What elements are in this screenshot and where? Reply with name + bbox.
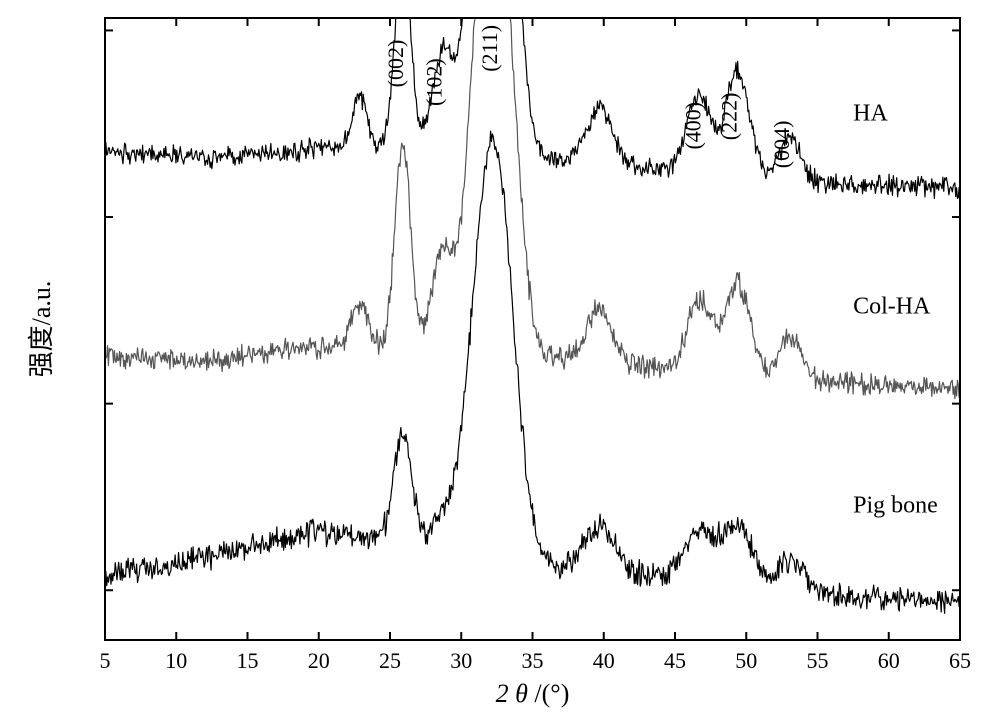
x-tick-label: 30 (450, 648, 472, 673)
y-axis-label: 强度/a.u. (27, 281, 56, 378)
x-tick-label: 5 (100, 648, 111, 673)
x-axis-label: 2 θ /(°) (496, 679, 570, 708)
chart-svg: 5 10 15 20 25 30 35 40 45 50 55 60 65 2 θ /(°) 强度/a.u.… (0, 0, 1000, 720)
x-tick-label: 60 (878, 648, 900, 673)
x-tick-label: 35 (522, 648, 544, 673)
series-label: Col-HA (853, 293, 931, 319)
x-tick-label: 10 (165, 648, 187, 673)
x-tick-label: 40 (593, 648, 615, 673)
x-tick-label: 25 (379, 648, 401, 673)
x-tick-label: 20 (308, 648, 330, 673)
peak-label: (002) (383, 40, 408, 88)
peak-label: (222) (716, 93, 741, 141)
x-tick-label: 55 (807, 648, 829, 673)
xrd-chart: 5 10 15 20 25 30 35 40 45 50 55 60 65 2 θ /(°) 强度/a.u.… (0, 0, 1000, 720)
x-tick-label: 15 (237, 648, 259, 673)
series-label: HA (853, 101, 888, 127)
x-tick-label: 65 (949, 648, 971, 673)
x-tick-label: 50 (735, 648, 757, 673)
peak-label: (211) (477, 25, 502, 72)
peak-label: (400) (681, 102, 706, 150)
x-tick-label: 45 (664, 648, 686, 673)
peak-label: (004) (769, 121, 794, 169)
peak-label: (102) (421, 58, 446, 106)
series-label: Pig bone (853, 492, 938, 518)
